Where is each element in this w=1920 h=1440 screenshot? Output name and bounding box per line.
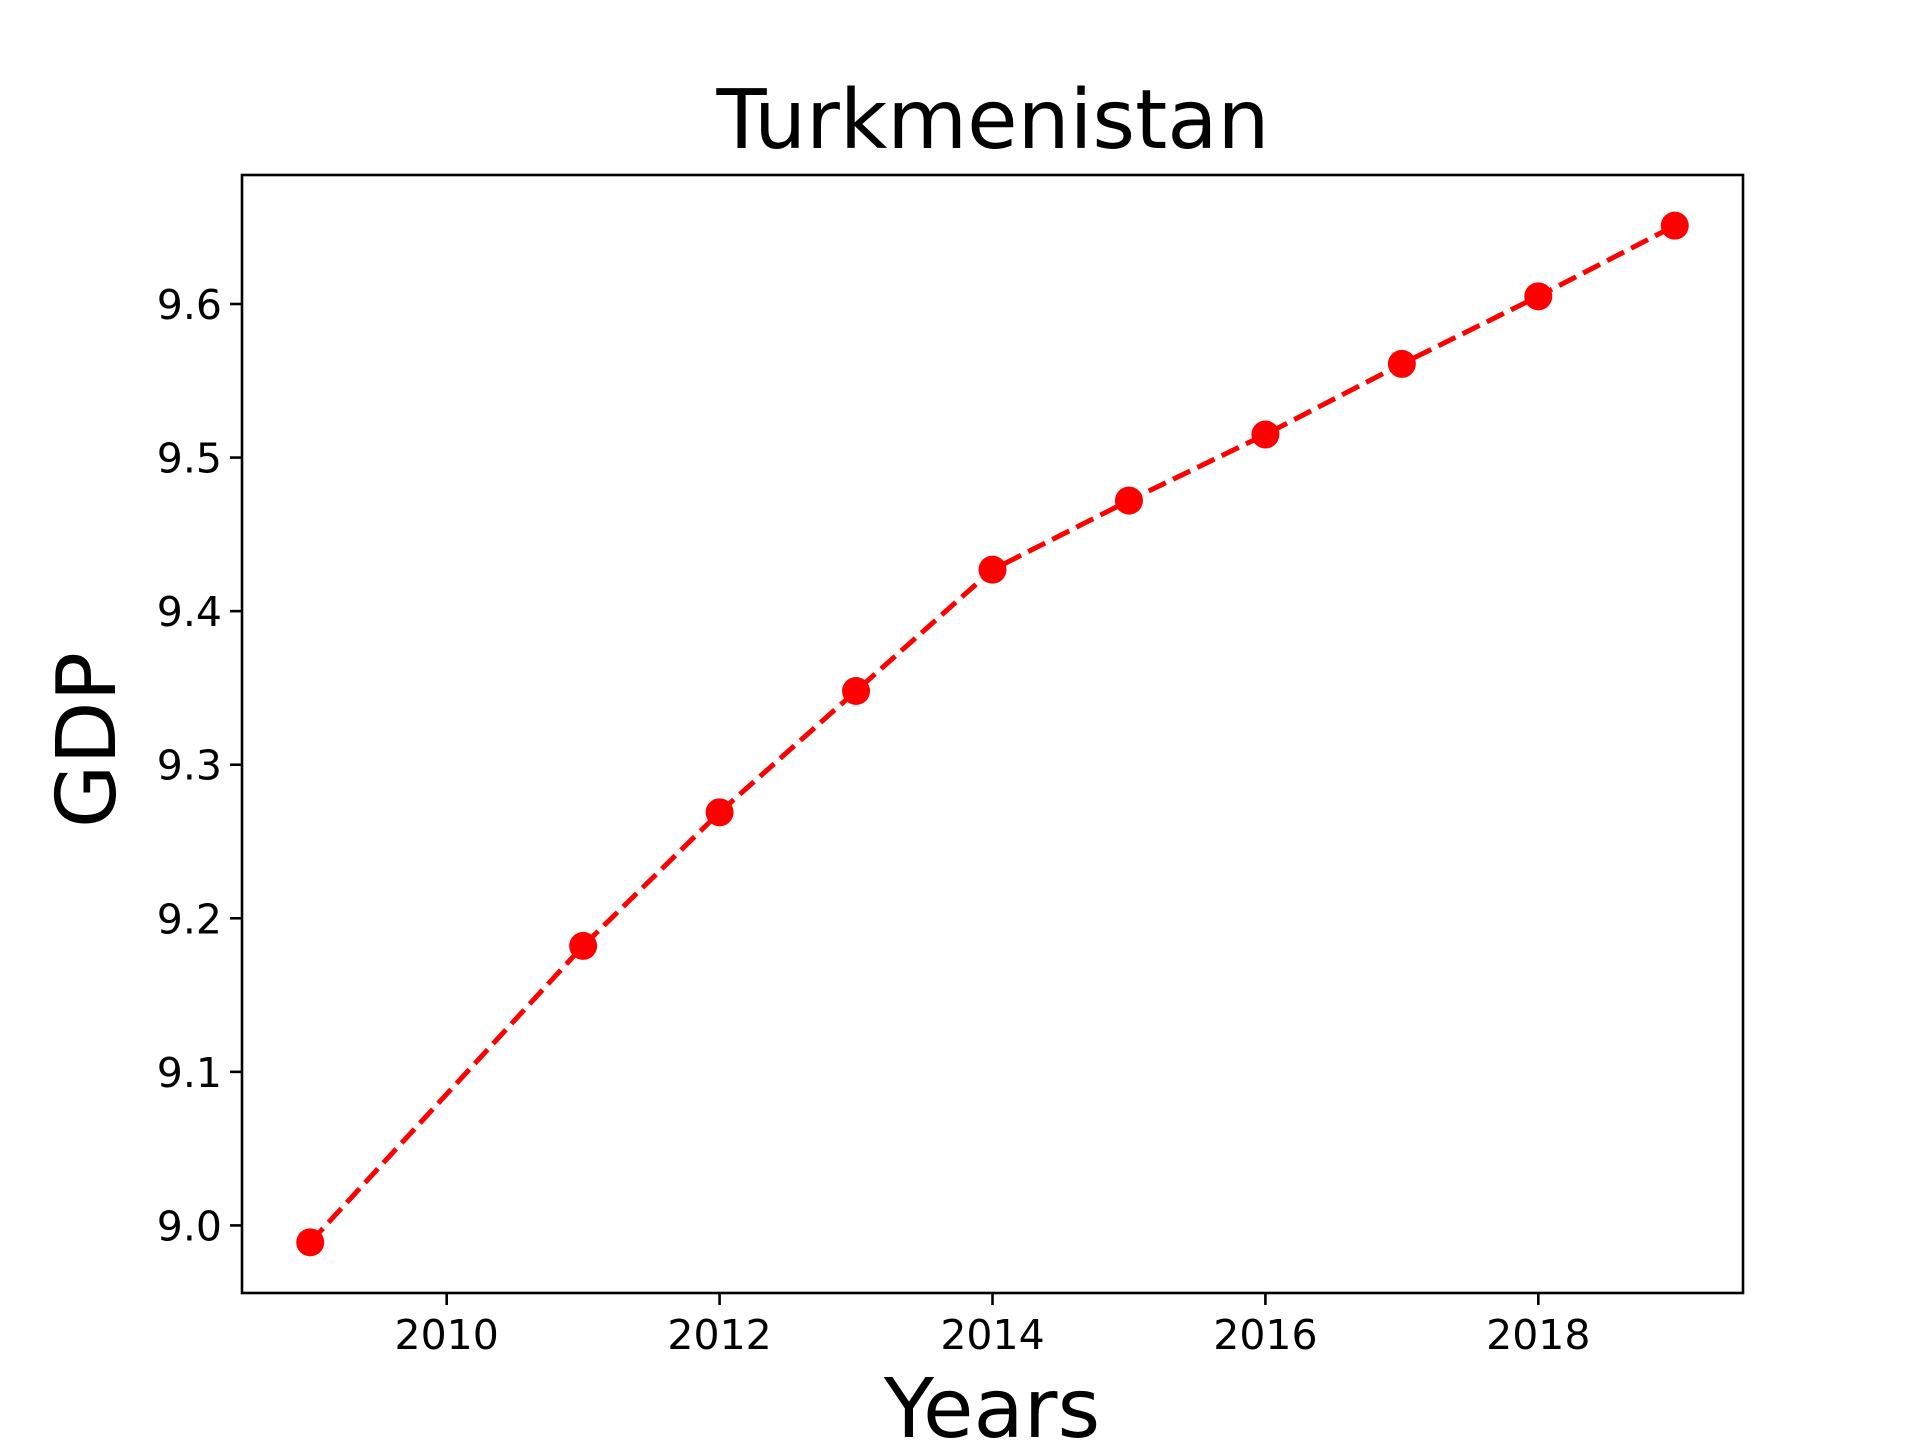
data-point bbox=[1251, 420, 1280, 449]
y-tick-label: 9.4 bbox=[157, 588, 222, 636]
y-tick-label: 9.3 bbox=[157, 742, 222, 790]
x-tick-label: 2010 bbox=[395, 1311, 499, 1359]
data-point bbox=[569, 931, 598, 960]
plot-frame bbox=[240, 173, 1745, 1295]
data-point bbox=[1660, 211, 1689, 240]
x-tick-label: 2012 bbox=[667, 1311, 771, 1359]
series-points-group bbox=[296, 211, 1689, 1257]
chart-title: Turkmenistan bbox=[716, 73, 1270, 168]
x-tick-label: 2014 bbox=[940, 1311, 1044, 1359]
x-tick-label: 2018 bbox=[1486, 1311, 1590, 1359]
x-axis-label: Years bbox=[883, 1362, 1100, 1440]
y-tick-label: 9.6 bbox=[157, 281, 222, 329]
data-point bbox=[842, 677, 871, 705]
x-tick-label: 2016 bbox=[1213, 1311, 1317, 1359]
data-point bbox=[705, 798, 734, 827]
data-point bbox=[1524, 282, 1553, 311]
y-tick-label: 9.1 bbox=[157, 1049, 222, 1097]
y-axis-label: GDP bbox=[40, 652, 135, 828]
data-point bbox=[1387, 349, 1416, 378]
x-axis-ticks: 2010 2012 2014 2016 2018 bbox=[395, 1293, 1590, 1359]
y-tick-label: 9.5 bbox=[157, 435, 222, 483]
series-line bbox=[308, 223, 1676, 1244]
data-point bbox=[978, 555, 1007, 584]
series-line-group bbox=[308, 223, 1676, 1244]
y-axis-ticks: 9.0 9.1 9.2 9.3 9.4 9.5 9.6 bbox=[157, 281, 242, 1250]
y-tick-label: 9.0 bbox=[157, 1202, 222, 1250]
y-tick-label: 9.2 bbox=[157, 895, 222, 943]
data-point bbox=[1114, 486, 1143, 515]
data-point bbox=[296, 1228, 325, 1257]
